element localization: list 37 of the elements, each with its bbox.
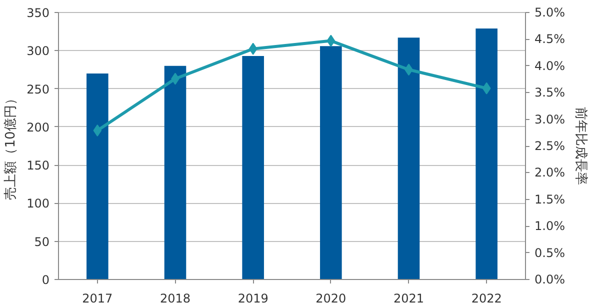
x-tick-label: 2018 xyxy=(160,292,191,305)
bar xyxy=(476,28,498,280)
y2-tick-label: 1.5% xyxy=(534,192,565,206)
y2-tick-label: 4.5% xyxy=(534,32,565,46)
y-axis-title: 売上額（10億円） xyxy=(4,92,19,200)
y2-tick-label: 4.0% xyxy=(534,58,565,73)
y-tick-label: 300 xyxy=(26,44,50,58)
point xyxy=(248,42,258,55)
y2-tick-label: 5.0% xyxy=(534,6,565,20)
y2-tick-label: 0.0% xyxy=(534,272,565,286)
y-tick-label: 100 xyxy=(26,196,50,211)
point xyxy=(93,124,102,137)
y2-tick-label: 3.0% xyxy=(534,112,565,126)
y-tick-label: 200 xyxy=(26,120,50,134)
y-tick-label: 0 xyxy=(42,273,50,287)
y2-tick-label: 0.5% xyxy=(534,246,565,260)
y-tick-label: 150 xyxy=(26,158,50,173)
bar xyxy=(86,74,108,280)
y2-axis-title: 前年比成長率 xyxy=(572,107,589,185)
x-tick-label: 2019 xyxy=(238,292,268,305)
y-tick-label: 250 xyxy=(26,82,50,96)
y2-tick-label: 2.5% xyxy=(534,139,565,153)
bar xyxy=(164,66,186,280)
bar xyxy=(320,46,342,280)
x-tick-label: 2022 xyxy=(471,292,502,305)
x-tick-label: 2020 xyxy=(316,292,346,305)
y-tick-label: 50 xyxy=(34,234,50,249)
y2-tick-label: 1.0% xyxy=(534,219,565,234)
x-tick-label: 2017 xyxy=(82,292,113,305)
bar xyxy=(242,56,264,280)
bar xyxy=(398,38,420,280)
y2-tick-label: 2.0% xyxy=(534,166,565,180)
y-tick-label: 350 xyxy=(26,6,50,20)
point xyxy=(326,34,336,47)
point xyxy=(482,82,491,94)
x-tick-label: 2021 xyxy=(393,292,424,305)
y2-tick-label: 3.5% xyxy=(534,86,565,100)
